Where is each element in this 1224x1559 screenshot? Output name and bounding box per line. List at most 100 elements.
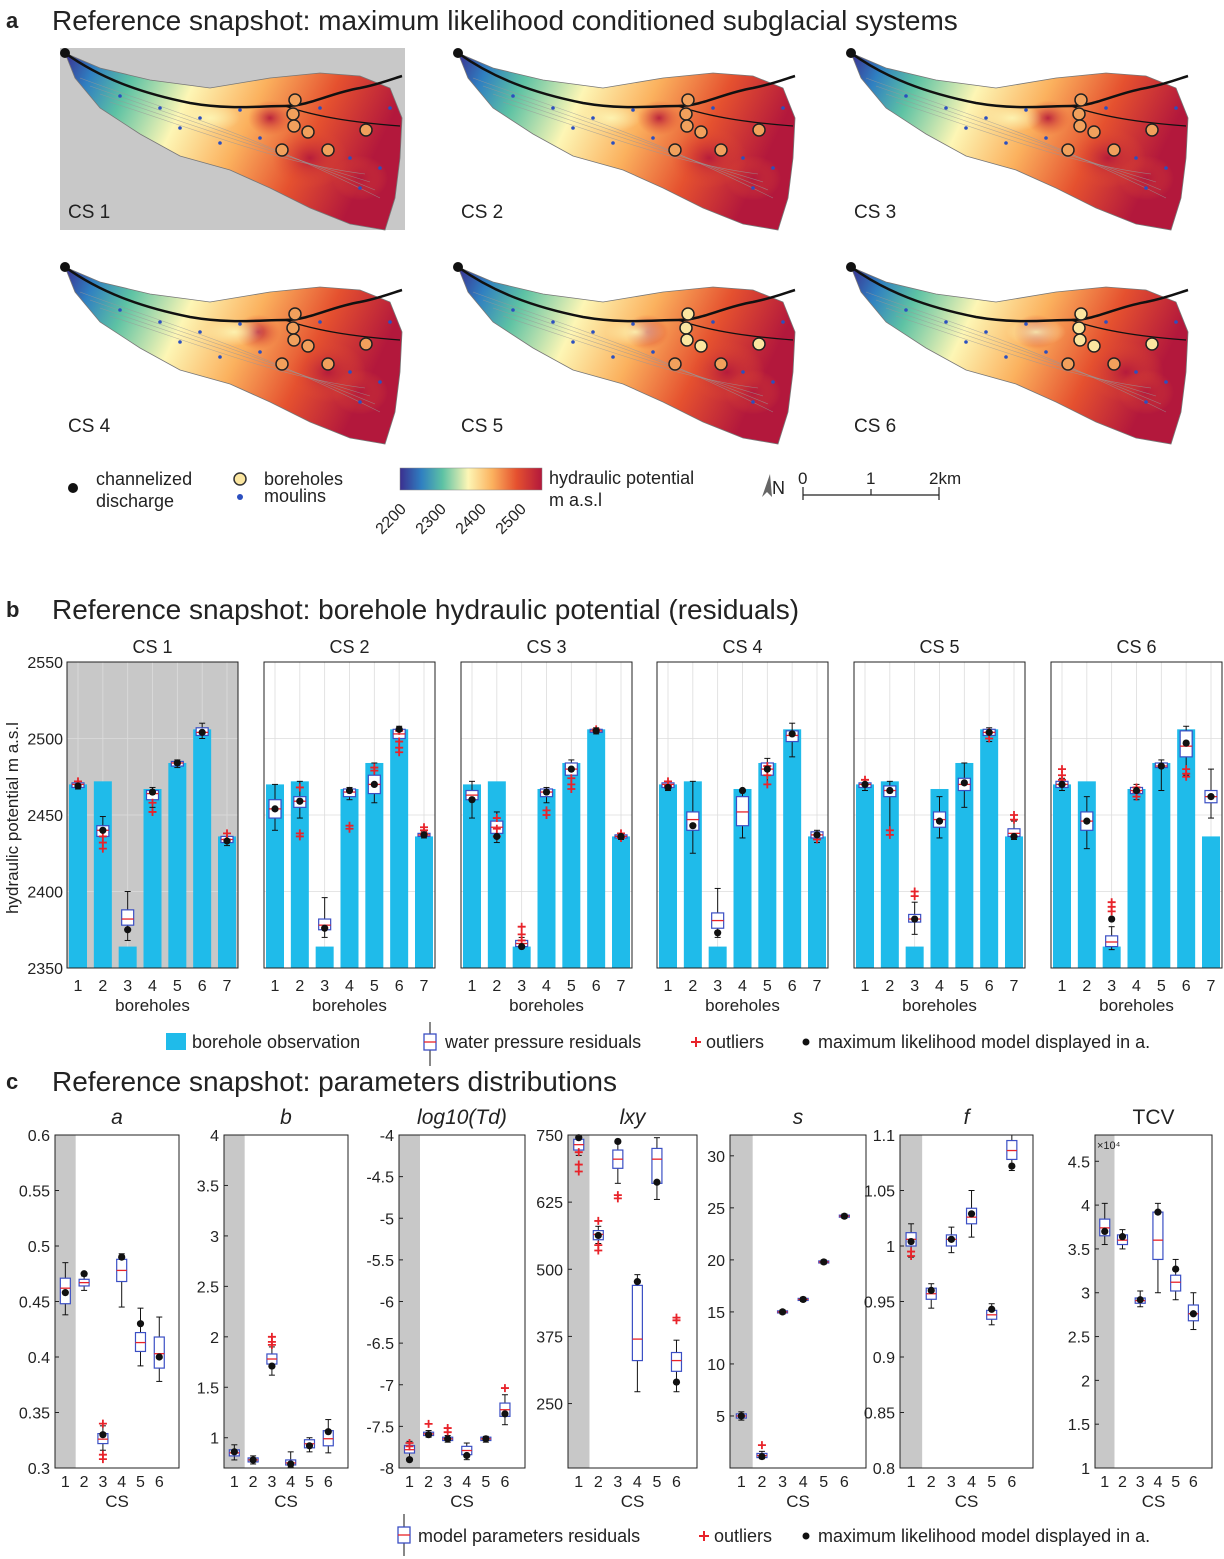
outlier-marker (1010, 815, 1018, 824)
param-title: log10(Td) (417, 1106, 507, 1129)
y-tick-label: 1.05 (864, 1184, 895, 1201)
potential-high-zone (248, 100, 292, 136)
moulin-icon (551, 320, 555, 324)
residual-box (153, 1336, 165, 1369)
ml-marker (633, 1278, 641, 1286)
ml-marker (321, 924, 329, 932)
ml-marker (518, 942, 526, 951)
x-tick-label: 6 (501, 1474, 510, 1491)
borehole-icon (1061, 357, 1075, 371)
ml-marker (249, 1456, 257, 1464)
contour-line (895, 101, 1152, 175)
moulin-icon (1174, 106, 1178, 110)
outlier-marker (567, 784, 576, 793)
contour-line (89, 299, 376, 405)
y-tick-label: 2.5 (197, 1279, 219, 1296)
y-tick-label: 2500 (27, 732, 63, 749)
borehole-icon (288, 93, 302, 107)
x-tick-label: 4 (148, 978, 157, 995)
contour-line (492, 93, 764, 183)
main-channel (64, 265, 403, 323)
y-tick-label: -6.5 (366, 1336, 394, 1353)
ml-marker (1010, 832, 1018, 841)
contour-line (99, 307, 371, 397)
x-tick-label: 3 (910, 978, 919, 995)
observation-bar (930, 788, 949, 968)
ml-marker (444, 1435, 452, 1443)
map-label: CS 6 (854, 416, 896, 437)
main-channel (64, 51, 403, 109)
x-tick-label: 2 (80, 1474, 89, 1491)
y-tick-label: 1 (886, 1239, 895, 1256)
moulin-icon (388, 106, 392, 110)
borehole-icon (321, 143, 335, 157)
subplot-title: CS 5 (919, 637, 959, 657)
moulin-icon (388, 320, 392, 324)
map-cs-2: CS 2 (453, 48, 796, 231)
ml-marker (124, 926, 132, 934)
ml-marker (689, 822, 697, 830)
y-tick-label: 625 (536, 1195, 563, 1212)
borehole-icon (275, 143, 289, 157)
ml-marker (738, 786, 747, 795)
moulin-marker-icon (237, 494, 243, 500)
observation-bar (487, 781, 506, 968)
plot-frame (223, 1134, 349, 1469)
contour-line (492, 307, 764, 397)
x-tick-label: 6 (324, 1474, 333, 1491)
borehole-icon (1072, 107, 1086, 121)
x-tick-label: 1 (861, 978, 870, 995)
residual-box (121, 909, 135, 926)
x-tick-label: 7 (617, 978, 626, 995)
param-title: s (793, 1106, 804, 1129)
observation-bar (415, 836, 433, 968)
ml-marker (1154, 1208, 1162, 1216)
ml-marker (737, 1412, 745, 1420)
ml-marker (424, 1431, 433, 1439)
moulin-icon (904, 308, 908, 312)
x-tick-label: 5 (136, 1474, 145, 1491)
x-axis-label: boreholes (1099, 996, 1174, 1015)
x-tick-label: 6 (985, 978, 994, 995)
potential-high-zone (725, 369, 781, 415)
moulin-icon (571, 340, 575, 344)
panel-b-legend: borehole observation water pressure resi… (166, 1022, 1150, 1066)
x-tick-label: 5 (819, 1474, 828, 1491)
ml-marker (136, 1320, 145, 1328)
moulin-icon (198, 116, 202, 120)
moulin-icon (904, 94, 908, 98)
y-tick-label: 25 (707, 1201, 725, 1218)
moulin-icon (258, 350, 262, 354)
borehole-icon (286, 321, 300, 335)
borehole-icon (668, 143, 682, 157)
y-tick-label: 0.8 (873, 1461, 895, 1478)
moulin-icon (964, 340, 968, 344)
ml-marker (148, 788, 157, 796)
y-tick-label: 2550 (27, 655, 63, 672)
ml-marker (542, 788, 551, 796)
moulin-icon (571, 126, 575, 130)
map-cs-5: CS 5 (453, 262, 796, 445)
contour-line (502, 101, 759, 175)
y-tick-label: 375 (536, 1329, 563, 1346)
y-tick-label: -8 (380, 1461, 394, 1478)
map-label: CS 5 (461, 416, 503, 437)
contour-line (885, 93, 1157, 183)
borehole-icon (694, 339, 708, 353)
colorbar-tick: 2400 (453, 501, 490, 538)
moulin-icon (348, 156, 352, 160)
outlier-marker (492, 814, 501, 823)
colorbar-tick: 2300 (413, 501, 450, 538)
legend-c-box: model parameters residuals (418, 1526, 640, 1546)
panel-c-letter: c (6, 1069, 18, 1094)
x-tick-label: 1 (61, 1474, 70, 1491)
x-tick-label: 3 (267, 1474, 276, 1491)
x-tick-label: 5 (987, 1474, 996, 1491)
moulin-icon (1174, 320, 1178, 324)
subplot-title: CS 1 (132, 637, 172, 657)
moulin-icon (258, 136, 262, 140)
moulin-icon (1164, 166, 1168, 170)
borehole-icon (694, 125, 708, 139)
param-subplot-1: 0.3 0.35 0.4 0.45 0.5 0.55 0.6 1 2 3 4 5 6 CS a (19, 1106, 180, 1511)
ml-marker (617, 832, 625, 841)
